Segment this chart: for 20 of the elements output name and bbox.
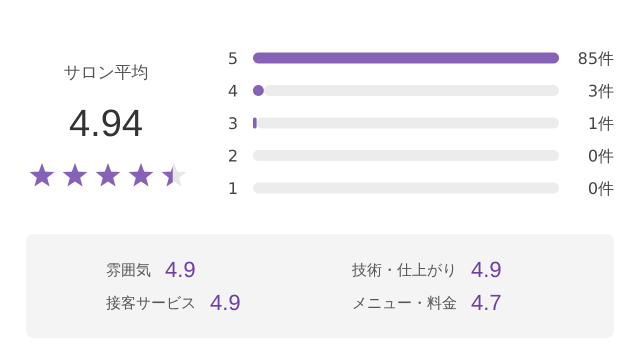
data-label: 85件 — [578, 49, 614, 68]
y-tick-label: 2 — [228, 146, 238, 166]
data-label: 0件 — [588, 146, 614, 166]
data-label: 4.9 — [210, 290, 241, 315]
category-label: 接客サービス — [106, 294, 196, 312]
category-label: メニュー・料金 — [352, 294, 457, 312]
y-tick-label: 5 — [228, 49, 238, 68]
data-label: 1件 — [588, 114, 614, 133]
y-tick-label: 1 — [228, 179, 238, 198]
y-tick-label: 3 — [228, 114, 238, 133]
data-label: 3件 — [588, 82, 614, 100]
text: サロン平均 — [64, 63, 148, 83]
data-label: 0件 — [588, 179, 614, 198]
category-label: 技術・仕上がり — [351, 261, 457, 279]
data-label: 4.9 — [471, 257, 502, 282]
data-label: 4.7 — [471, 290, 502, 315]
y-tick-label: 4 — [228, 82, 238, 100]
text: 4.94 — [69, 103, 143, 145]
category-label: 雰囲気 — [106, 261, 151, 279]
data-label: 4.9 — [165, 257, 196, 282]
